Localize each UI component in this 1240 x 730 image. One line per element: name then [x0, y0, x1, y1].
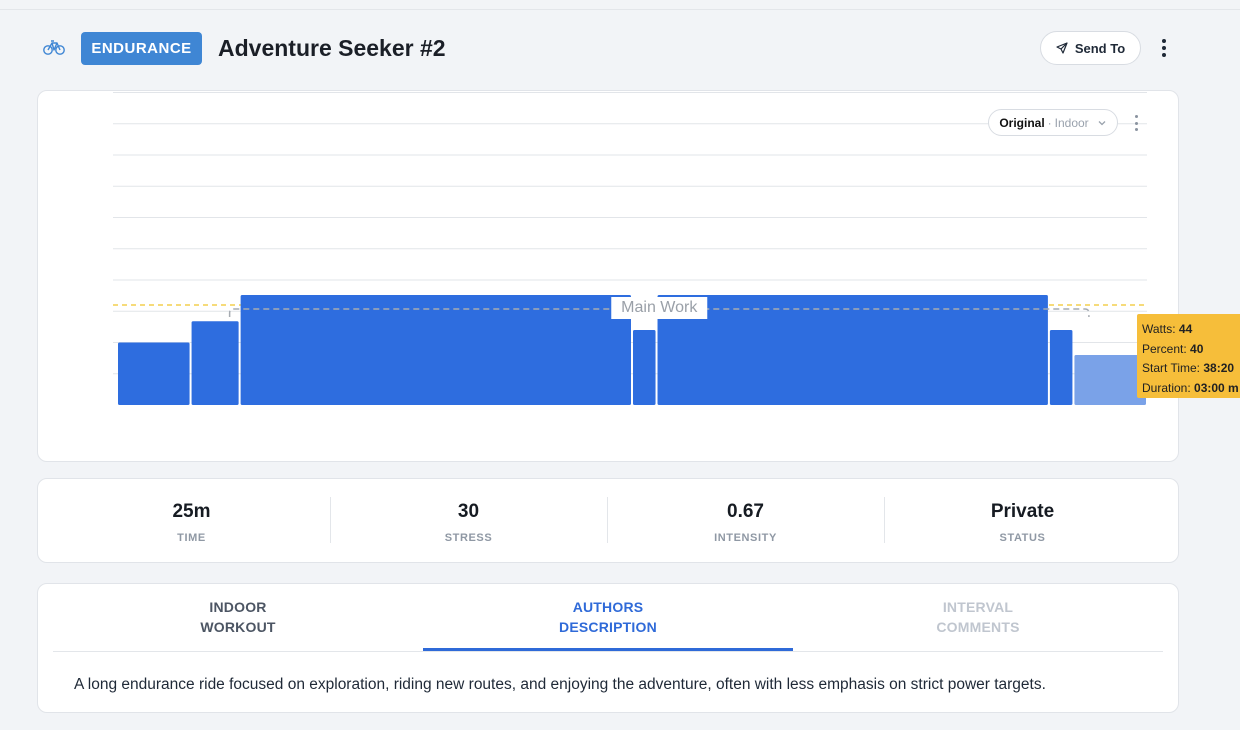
interval-bar[interactable]: [657, 295, 1048, 405]
stat-intensity: 0.67 INTENSITY: [607, 478, 884, 563]
main-work-label-bg: [611, 297, 708, 319]
tooltip-duration: Duration: 03:00 m: [1142, 380, 1239, 395]
stat-divider: [330, 497, 331, 543]
tab-label-line2: WORKOUT: [200, 619, 276, 635]
more-vertical-icon[interactable]: [1156, 36, 1172, 60]
stat-value: 25m: [172, 501, 211, 522]
tab-indoor-workout[interactable]: INDOOR WORKOUT: [53, 597, 423, 651]
tab-label-line2: COMMENTS: [936, 619, 1020, 635]
chevron-down-icon: [1098, 120, 1106, 125]
stat-status: Private STATUS: [884, 478, 1161, 563]
tab-label-line1: INTERVAL: [942, 599, 1014, 615]
view-mode-primary: Original: [999, 115, 1045, 130]
tab-divider: [53, 651, 1163, 652]
tooltip-start: Start Time: 38:20: [1142, 361, 1235, 375]
tab-authors-description[interactable]: AUTHORS DESCRIPTION: [423, 597, 793, 651]
chart-more-icon[interactable]: [1130, 115, 1142, 131]
stat-label: STRESS: [444, 532, 493, 544]
interval-bar[interactable]: [191, 321, 239, 405]
tab-label-line2: DESCRIPTION: [559, 619, 657, 635]
tab-label-line1: INDOOR: [209, 599, 267, 615]
stat-divider: [884, 497, 885, 543]
interval-bar[interactable]: [240, 295, 631, 405]
interval-bar[interactable]: [1049, 330, 1073, 405]
send-to-button[interactable]: Send To: [1040, 31, 1141, 65]
interval-bar[interactable]: [1074, 355, 1146, 405]
send-icon: [1056, 42, 1068, 54]
workout-description: A long endurance ride focused on explora…: [74, 676, 1046, 693]
stat-label: INTENSITY: [714, 532, 777, 544]
send-to-label: Send To: [1074, 40, 1126, 56]
tooltip-watts: Watts: 44: [1142, 322, 1193, 336]
stat-value: Private: [990, 501, 1055, 522]
stat-stress: 30 STRESS: [330, 478, 607, 563]
tooltip-percent: Percent: 40: [1142, 341, 1204, 356]
stat-value: 0.67: [727, 501, 764, 522]
workout-title: Adventure Seeker #2: [218, 35, 446, 61]
view-mode-secondary: Indoor: [1054, 115, 1089, 130]
main-work-label: Main Work: [621, 299, 698, 316]
workout-type-badge: ENDURANCE: [81, 32, 202, 65]
stat-label: TIME: [177, 532, 206, 544]
active-tab-indicator: [423, 648, 793, 651]
workout-stats-card: [37, 478, 1179, 563]
stat-label: STATUS: [999, 532, 1046, 544]
stat-divider: [607, 497, 608, 543]
interval-bar[interactable]: [633, 330, 656, 405]
stat-value: 30: [457, 501, 480, 522]
top-divider: [0, 9, 1240, 10]
interval-tooltip: Watts: 44 Percent: 40 Start Time: 38:20 …: [1137, 314, 1240, 398]
tab-label-line1: AUTHORS: [572, 599, 644, 615]
tab-interval-comments[interactable]: INTERVAL COMMENTS: [793, 597, 1163, 651]
stat-time: 25m TIME: [53, 478, 330, 563]
view-mode-separator: ·: [1047, 115, 1052, 130]
view-mode-select[interactable]: Original · Indoor: [988, 109, 1118, 136]
workout-chart[interactable]: Main Work: [0, 0, 1240, 462]
interval-bar[interactable]: [118, 342, 190, 406]
bike-icon: [43, 40, 65, 55]
